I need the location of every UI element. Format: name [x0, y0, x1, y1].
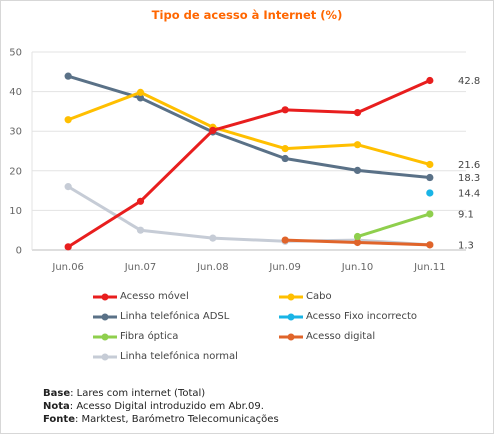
legend-label: Cabo [306, 291, 332, 302]
data-point [281, 106, 289, 114]
data-point [353, 166, 362, 175]
x-axis-ticks: Jun.06 Jun.07 Jun.08 Jun.09 Jun.10 Jun.11 [51, 262, 445, 273]
y-tick-label: 10 [9, 206, 22, 217]
series-2 [64, 72, 434, 182]
footnotes: Base: Lares com internet (Total) Nota: A… [43, 387, 279, 426]
series-5 [281, 236, 434, 249]
x-tick-label: Jun.08 [196, 262, 229, 273]
data-point [353, 108, 362, 117]
legend-swatch [279, 293, 303, 301]
data-point [353, 238, 362, 247]
data-point [64, 243, 72, 251]
y-tick-label: 30 [9, 127, 22, 138]
y-tick-label: 0 [16, 246, 22, 257]
x-tick-label: Jun.06 [51, 262, 84, 273]
footnote-base: Base: Lares com internet (Total) [43, 388, 206, 399]
data-point [136, 226, 145, 234]
end-value-label: 9.1 [458, 209, 474, 220]
end-value-label: 21.6 [458, 160, 480, 171]
data-point [136, 197, 145, 205]
footnote-nota: Nota: Acesso Digital introduzido em Abr.… [43, 401, 264, 412]
legend-swatch [93, 353, 117, 361]
legend-swatch [279, 333, 303, 341]
y-tick-label: 20 [9, 166, 22, 177]
legend-label: Fibra óptica [120, 331, 179, 342]
series-line [67, 90, 431, 166]
series-line [67, 74, 430, 180]
y-tick-label: 50 [9, 48, 22, 59]
series-4 [353, 210, 434, 241]
data-point [426, 210, 434, 218]
y-axis-ticks: 0 10 20 30 40 50 [9, 48, 22, 257]
data-point [426, 173, 434, 182]
data-point [281, 154, 289, 163]
chart-title: Tipo de acesso à Internet (%) [152, 8, 343, 22]
series-line [357, 212, 431, 238]
x-tick-label: Jun.07 [124, 262, 157, 273]
data-point [209, 234, 217, 242]
x-tick-label: Jun.09 [268, 262, 301, 273]
end-value-label: 42.8 [458, 76, 480, 87]
legend-swatch [93, 313, 117, 321]
data-point [353, 232, 362, 241]
legend-label: Linha telefónica ADSL [120, 311, 230, 322]
data-point [353, 141, 362, 149]
x-tick-label: Jun.11 [413, 262, 446, 273]
line-chart: Tipo de acesso à Internet (%) 0 10 20 30 40 5… [9, 8, 480, 273]
data-point [426, 160, 434, 169]
series-line [67, 185, 430, 247]
legend-swatch [279, 313, 303, 321]
y-tick-label: 40 [9, 87, 22, 98]
data-point [426, 241, 434, 249]
series-line [67, 79, 431, 249]
series-3 [426, 189, 434, 197]
end-value-label: 14.4 [458, 188, 480, 199]
series-1 [64, 88, 434, 169]
data-point [426, 76, 434, 85]
footnote-fonte: Fonte: Marktest, Barómetro Telecomunicaç… [43, 414, 279, 425]
series-0 [64, 76, 434, 251]
data-point [281, 236, 289, 244]
data-point [64, 72, 72, 80]
end-labels: 42.8 21.6 18.3 14.4 9.1 1.3 [458, 76, 480, 251]
end-value-label: 1.3 [458, 240, 474, 251]
legend-swatch [93, 333, 117, 341]
data-point [281, 145, 289, 153]
data-point [64, 183, 72, 191]
legend-label: Acesso móvel [120, 291, 189, 302]
grid-lines [31, 51, 466, 251]
data-point [136, 88, 145, 96]
data-point [426, 189, 434, 197]
end-value-label: 18.3 [458, 173, 480, 184]
legend-label: Acesso Fixo incorrecto [306, 311, 417, 322]
legend-label: Acesso digital [306, 331, 376, 342]
series-layer [64, 72, 434, 251]
legend-swatch [93, 293, 117, 301]
data-point [209, 126, 217, 135]
legend-label: Linha telefónica normal [120, 351, 238, 362]
data-point [64, 116, 72, 124]
data-point [136, 94, 145, 102]
x-tick-label: Jun.10 [341, 262, 374, 273]
